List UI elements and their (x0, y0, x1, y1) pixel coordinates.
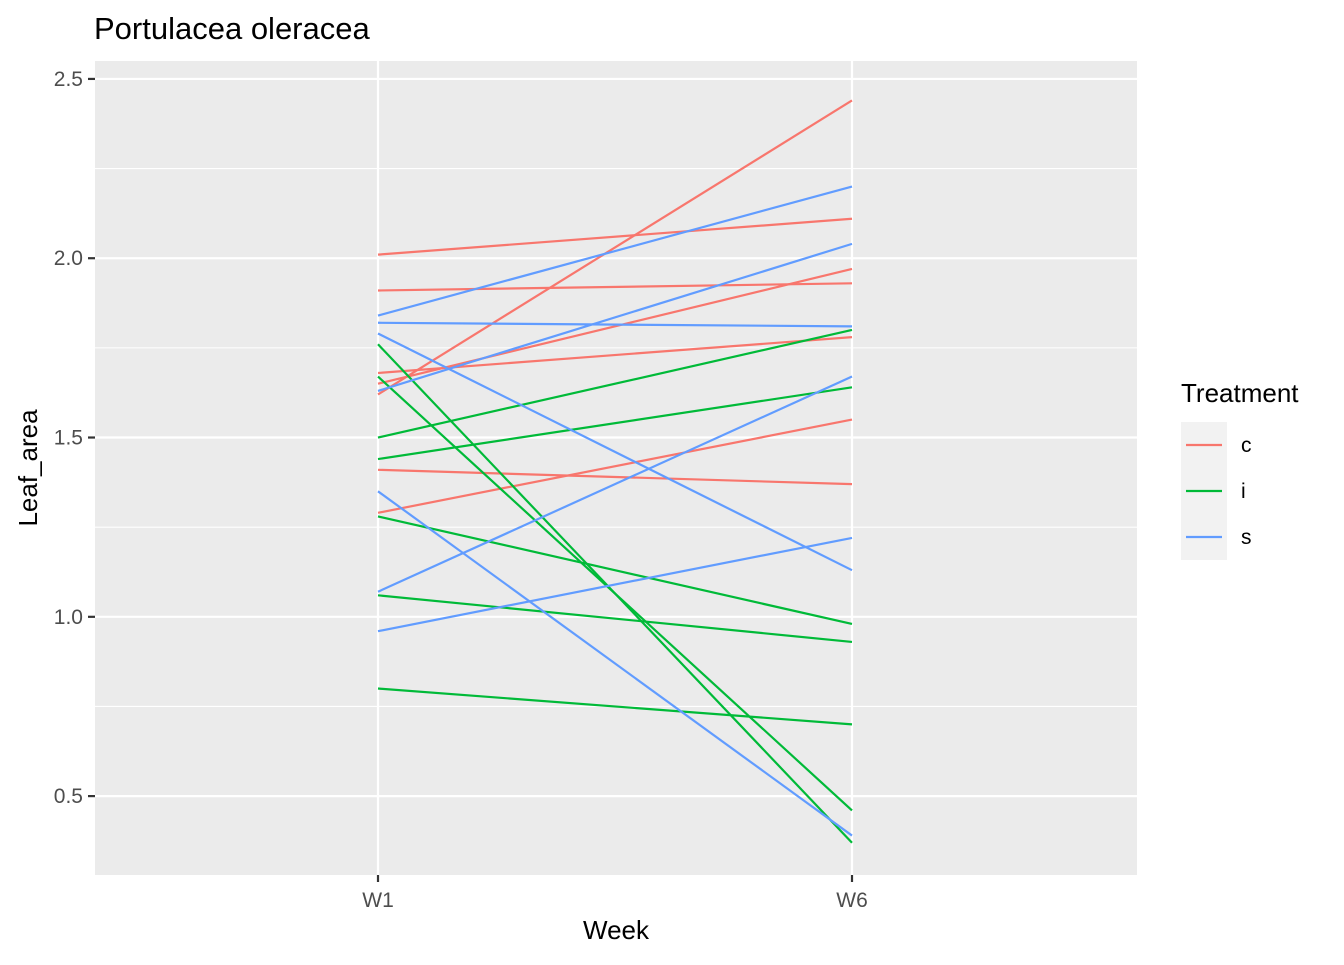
y-tick-label: 0.5 (54, 785, 83, 808)
y-tick-label: 1.5 (54, 427, 83, 450)
series-line-c (377, 99, 853, 396)
series-line-i (377, 687, 853, 726)
series-line-i (377, 515, 853, 626)
plot-panel (95, 61, 1137, 875)
y-axis-title: Leaf_area (13, 409, 43, 527)
x-tick-label: W1 (362, 889, 394, 912)
series-line-s (377, 185, 853, 317)
series-line-i (377, 386, 853, 461)
series-line-c (377, 217, 853, 256)
series-line-s (377, 242, 853, 392)
x-tick-label: W6 (836, 889, 868, 912)
series-line-c (377, 418, 853, 514)
series-line-i (377, 594, 853, 644)
series-line-s (377, 490, 853, 837)
series-lines (377, 99, 853, 844)
series-line-s (377, 332, 853, 572)
series-line-s (377, 321, 853, 328)
series-line-s (377, 536, 853, 633)
chart-title: Portulacea oleracea (94, 11, 370, 46)
legend-title: Treatment (1181, 378, 1299, 408)
series-line-i (377, 375, 853, 812)
y-tick-label: 2.0 (54, 247, 83, 270)
series-line-s (377, 375, 853, 593)
legend-label-s: s (1241, 526, 1252, 549)
y-tick-label: 2.5 (54, 68, 83, 91)
legend: Treatment cis (1181, 378, 1299, 560)
series-line-c (377, 468, 853, 486)
series-line-c (377, 267, 853, 385)
legend-label-c: c (1241, 434, 1252, 457)
y-tick-label: 1.0 (54, 606, 83, 629)
x-axis-title: Week (583, 915, 650, 945)
series-line-i (377, 328, 853, 439)
legend-label-i: i (1241, 480, 1246, 503)
series-line-c (377, 282, 853, 292)
major-gridlines (95, 61, 1137, 875)
y-axis: 0.5 1.0 1.5 2.0 2.5 (54, 68, 95, 808)
x-axis: W1 W6 (362, 875, 868, 912)
